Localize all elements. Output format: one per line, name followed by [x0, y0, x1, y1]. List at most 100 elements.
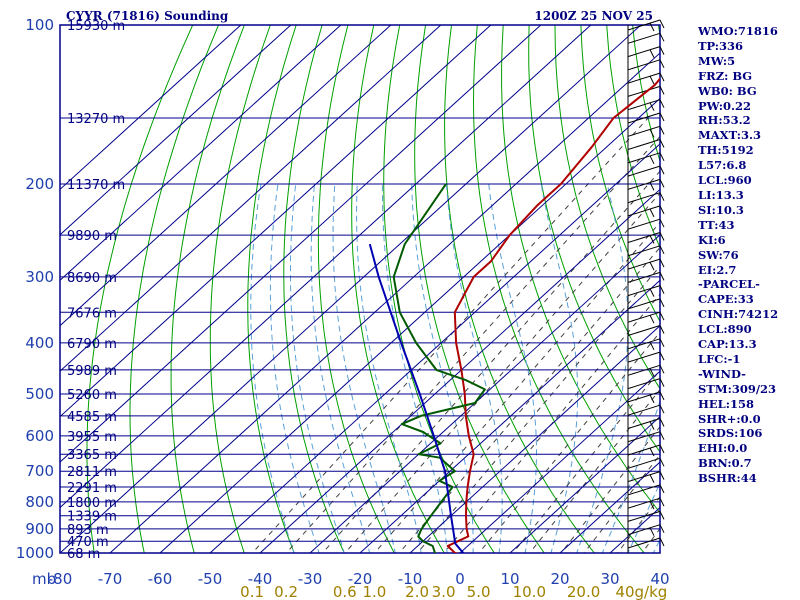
- temperature-tick-label: -70: [98, 570, 123, 588]
- wind-barb-flag: [649, 500, 655, 510]
- isotherm: [60, 25, 492, 418]
- index-line: RH:53.2: [698, 113, 751, 128]
- wind-barb: [627, 298, 665, 310]
- wind-barb: [627, 271, 665, 283]
- plot-border: [59, 24, 661, 554]
- wind-barb-flag: [659, 365, 665, 374]
- moist-adiabat: [356, 183, 422, 553]
- mixing-ratio-label: 20.0: [567, 583, 600, 600]
- height-label: 3365 m: [67, 448, 117, 463]
- wind-barb-flag: [659, 484, 665, 494]
- height-label: 893 m: [67, 523, 109, 538]
- dry-adiabat: [554, 25, 660, 390]
- index-line: L57:6.8: [698, 158, 747, 173]
- wind-barb: [627, 32, 665, 44]
- wind-barb: [627, 378, 665, 390]
- wind-barb: [627, 351, 665, 363]
- wind-barb-flag: [649, 155, 655, 165]
- wind-barb-shaft: [627, 351, 661, 363]
- wind-barb-shaft: [627, 72, 661, 84]
- wind-barb-shaft: [627, 311, 661, 323]
- wind-barb-flag: [659, 33, 665, 42]
- moist-adiabat: [310, 183, 371, 553]
- wind-barb-flag: [659, 272, 665, 281]
- isotherm: [60, 25, 442, 372]
- temperature-tick-label: -50: [198, 570, 223, 588]
- isotherm: [509, 415, 660, 553]
- dry-adiabat: [501, 25, 660, 514]
- pressure-tick-label: 400: [25, 334, 54, 352]
- dewpoint-line: [392, 183, 486, 553]
- wind-barb: [627, 72, 665, 85]
- wind-barb: [627, 218, 665, 230]
- wind-barb: [627, 178, 665, 191]
- wind-barb: [627, 471, 665, 483]
- wind-barb-flag: [649, 421, 655, 430]
- wind-barb-flag: [649, 527, 655, 536]
- pressure-tick-label: 200: [25, 175, 54, 193]
- wind-barb-shaft: [627, 85, 661, 97]
- wind-barb-shaft: [627, 537, 661, 549]
- wind-barb: [627, 46, 665, 58]
- wind-barb-shaft: [627, 444, 661, 456]
- wind-barb: [627, 125, 665, 138]
- isotherm: [60, 25, 542, 463]
- dry-adiabat: [414, 25, 545, 553]
- wind-barb-flag: [649, 102, 655, 111]
- index-line: HEL:158: [698, 396, 754, 411]
- mixing-ratio-line: [285, 135, 660, 553]
- wind-barb-flag: [659, 524, 665, 533]
- height-label: 2811 m: [67, 465, 117, 480]
- height-label: 9890 m: [67, 229, 117, 244]
- wind-barb: [627, 431, 665, 443]
- moist-adiabat: [411, 183, 474, 553]
- isotherm: [259, 188, 660, 553]
- index-line: EHI:0.0: [698, 441, 748, 456]
- wind-barb-shaft: [627, 245, 661, 257]
- wind-barb-flag: [659, 139, 665, 148]
- wind-barb: [627, 338, 665, 351]
- wind-barb: [627, 59, 665, 71]
- wind-barb-flag: [659, 458, 665, 467]
- height-label: 15930 m: [67, 19, 125, 34]
- wind-barb-flag: [649, 474, 655, 483]
- wind-barb: [627, 165, 665, 177]
- mixing-ratio-line: [583, 453, 660, 553]
- index-line: WMO:71816: [698, 24, 778, 38]
- profile-lines: [368, 77, 660, 553]
- wind-barb: [627, 152, 665, 165]
- wind-barb-flag: [659, 418, 665, 427]
- pressure-tick-label: 800: [25, 493, 54, 511]
- index-line: MAXT:3.3: [698, 128, 761, 143]
- temperature-tick-label: 0: [455, 570, 465, 588]
- wind-barb-shaft: [627, 59, 661, 71]
- wind-barb-flag: [659, 19, 665, 29]
- wind-barb-shaft: [627, 125, 661, 137]
- isotherm: [60, 25, 392, 327]
- wind-barb: [627, 510, 665, 522]
- wind-barb-flag: [649, 182, 655, 191]
- isotherm: [309, 234, 660, 553]
- index-line: MW:5: [698, 53, 736, 68]
- wind-barb: [627, 285, 665, 297]
- wind-barb-shaft: [627, 178, 661, 190]
- wind-barb-shaft: [627, 46, 661, 58]
- wind-barb-shaft: [627, 112, 661, 124]
- wind-barb-shaft: [627, 364, 661, 376]
- wind-barb-shaft: [627, 418, 661, 429]
- wind-barb-flag: [649, 368, 655, 377]
- pressure-unit-label: mb: [32, 570, 56, 588]
- wind-barb-flag: [649, 261, 655, 271]
- temperature-tick-label: 30: [600, 570, 619, 588]
- wind-barb: [627, 444, 665, 457]
- wind-barb-flag: [649, 208, 655, 218]
- wind-barb-shaft: [627, 32, 661, 44]
- isotherm: [559, 461, 660, 553]
- wind-barb: [627, 258, 665, 271]
- wind-barb-flag: [659, 378, 665, 387]
- wind-barb-flag: [649, 235, 655, 244]
- index-line: CINH:74212: [698, 307, 779, 322]
- wind-barb: [627, 85, 665, 97]
- wind-barb: [627, 537, 665, 549]
